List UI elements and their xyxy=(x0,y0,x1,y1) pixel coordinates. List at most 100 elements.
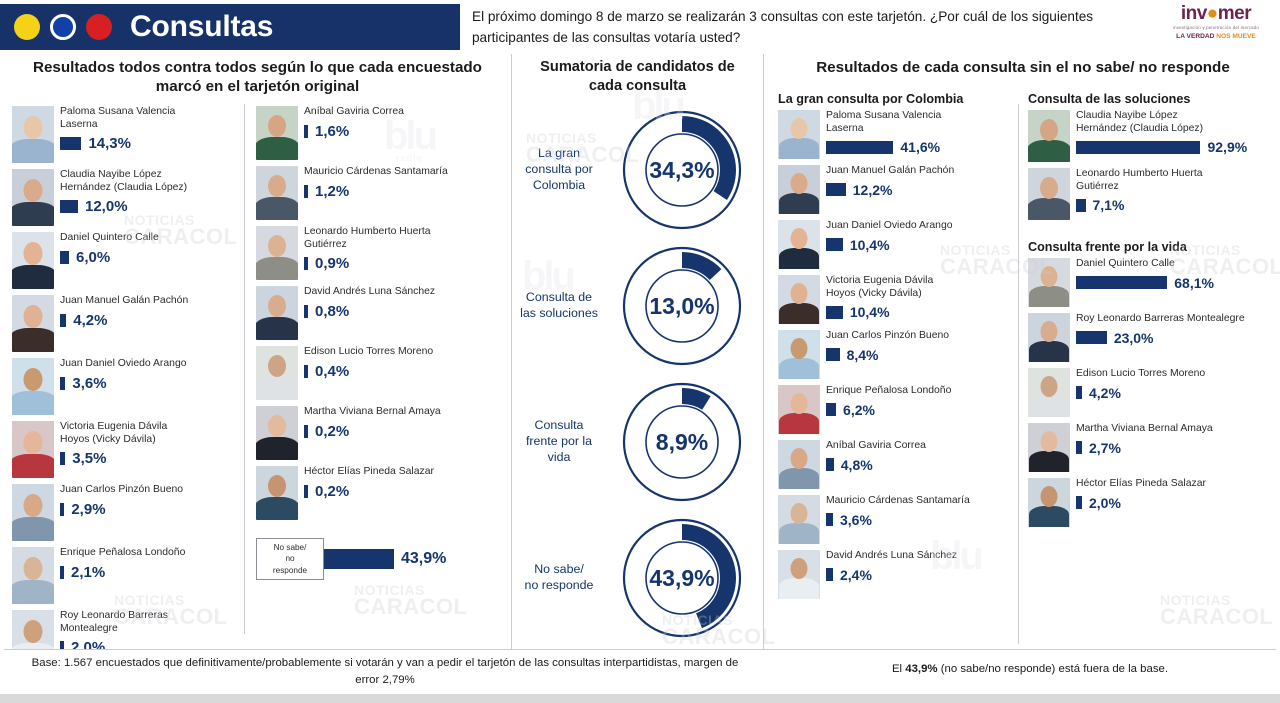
candidate-row: Juan Manuel Galán Pachón 4,2% xyxy=(12,295,240,358)
donut-chart: 34,3% xyxy=(618,106,746,234)
candidate-percentage: 4,2% xyxy=(1089,384,1121,401)
candidate-info: Aníbal Gaviria Correa 1,6% xyxy=(304,106,504,140)
candidate-photo xyxy=(256,346,298,400)
candidate-bar xyxy=(60,376,66,390)
candidate-bar-row: 4,8% xyxy=(826,457,1010,473)
candidate-percentage: 1,6% xyxy=(315,122,350,140)
candidate-name: Mauricio Cárdenas Santamaría xyxy=(826,495,970,506)
candidate-bar-row: 12,2% xyxy=(826,182,1010,198)
candidate-info: Enrique Peñalosa Londoño 2,1% xyxy=(60,547,240,581)
candidate-photo xyxy=(12,421,54,478)
candidate-bar xyxy=(1076,441,1082,455)
candidate-row: Victoria Eugenia Dávila Hoyos (Vicky Dáv… xyxy=(778,275,1010,330)
donut-svg xyxy=(622,110,742,230)
panel-center-title: Sumatoria de candidatos de cada consulta xyxy=(540,59,735,94)
candidate-photo xyxy=(256,106,298,160)
donut-label: Consulta de las soluciones xyxy=(520,290,598,320)
candidate-bar xyxy=(1076,386,1082,400)
candidate-bar-row: 4,2% xyxy=(60,312,240,329)
candidate-row: David Andrés Luna Sánchez 0,8% xyxy=(256,286,504,346)
candidate-bar xyxy=(826,568,833,582)
candidate-bar xyxy=(826,348,840,362)
candidate-name: David Andrés Luna Sánchez xyxy=(304,286,436,297)
candidate-row: Victoria Eugenia Dávila Hoyos (Vicky Dáv… xyxy=(12,421,240,484)
candidate-bar-row: 2,9% xyxy=(60,501,240,518)
candidate-info: Héctor Elías Pineda Salazar 0,2% xyxy=(304,466,504,500)
candidate-bar xyxy=(60,250,69,264)
candidate-bar-row: 2,1% xyxy=(60,564,240,581)
watermark-noticias-text-3: NOTICIAS xyxy=(354,582,425,598)
donut-chart: 13,0% xyxy=(618,242,746,370)
candidate-name: Paloma Susana Valencia Laserna xyxy=(826,110,942,134)
page-header: Consultas El próximo domingo 8 de marzo … xyxy=(0,0,1280,54)
logo-tagline: LA VERDAD NOS MUEVE xyxy=(1160,33,1272,40)
candidate-info: Juan Carlos Pinzón Bueno 8,4% xyxy=(826,330,1010,363)
candidate-info: Martha Viviana Bernal Amaya 0,2% xyxy=(304,406,504,440)
candidate-photo xyxy=(12,358,54,415)
panel-all-vs-all: Resultados todos contra todos según lo q… xyxy=(4,54,512,667)
candidate-name: Victoria Eugenia Dávila Hoyos (Vicky Dáv… xyxy=(60,421,168,445)
candidate-bar xyxy=(60,137,82,151)
candidate-info: David Andrés Luna Sánchez 2,4% xyxy=(826,550,1010,583)
candidate-photo xyxy=(12,106,54,163)
candidate-percentage: 2,4% xyxy=(840,566,872,583)
candidate-info: Victoria Eugenia Dávila Hoyos (Vicky Dáv… xyxy=(826,275,1010,320)
candidate-bar xyxy=(60,452,66,466)
candidate-bar-row: 2,7% xyxy=(1076,440,1272,456)
candidate-photo xyxy=(1028,258,1070,307)
candidate-photo xyxy=(256,226,298,280)
candidate-bar-row: 41,6% xyxy=(826,139,1010,155)
candidate-bar xyxy=(826,513,833,527)
flag-dot-blue-icon xyxy=(50,14,76,40)
candidate-bar xyxy=(1076,496,1082,510)
candidate-percentage: 2,7% xyxy=(1089,439,1121,456)
candidate-bar-row: 1,6% xyxy=(304,123,504,140)
candidate-photo xyxy=(778,550,820,599)
donut-item: La gran consulta por Colombia 34,3% xyxy=(512,102,764,238)
subtitle-frente-vida: Consulta frente por la vida xyxy=(1028,240,1187,254)
panel-left-title: Resultados todos contra todos según lo q… xyxy=(33,59,482,96)
candidate-bar-row: 12,0% xyxy=(60,198,240,215)
invamer-logo: inv●mer investigación y penetración del … xyxy=(1160,4,1272,48)
candidate-percentage: 0,4% xyxy=(315,362,350,380)
candidate-row: Juan Carlos Pinzón Bueno 2,9% xyxy=(12,484,240,547)
subtitle-gran-consulta: La gran consulta por Colombia xyxy=(778,92,964,106)
candidate-bar xyxy=(60,641,64,655)
candidate-percentage: 1,2% xyxy=(315,182,350,200)
donut-svg xyxy=(622,382,742,502)
candidate-bar xyxy=(826,458,834,472)
candidate-bar xyxy=(826,183,846,197)
candidate-row: Enrique Peñalosa Londoño 6,2% xyxy=(778,385,1010,440)
footer-nsnr-value: 43,9% xyxy=(905,663,938,675)
candidate-name: Daniel Quintero Calle xyxy=(60,232,159,243)
candidate-name: Enrique Peñalosa Londoño xyxy=(60,547,186,558)
candidate-percentage: 10,4% xyxy=(849,236,890,253)
candidate-bar-row: 7,1% xyxy=(1076,197,1272,213)
donut-chart: 43,9% xyxy=(618,514,746,642)
candidate-row: Juan Carlos Pinzón Bueno 8,4% xyxy=(778,330,1010,385)
candidate-photo xyxy=(778,440,820,489)
candidate-name: Leonardo Humberto Huerta Gutiérrez xyxy=(304,226,431,250)
candidate-bar xyxy=(826,238,843,252)
left-column-b: Aníbal Gaviria Correa 1,6% Mauricio Cárden… xyxy=(256,106,504,580)
candidate-info: Victoria Eugenia Dávila Hoyos (Vicky Dáv… xyxy=(60,421,240,467)
candidate-bar-row: 0,9% xyxy=(304,255,504,272)
candidate-percentage: 3,5% xyxy=(72,450,107,468)
footer-nsnr-post: (no sabe/no responde) está fuera de la b… xyxy=(937,663,1169,675)
candidate-bar xyxy=(60,313,67,327)
candidate-percentage: 68,1% xyxy=(1174,274,1214,291)
candidate-name: Juan Manuel Galán Pachón xyxy=(60,295,189,306)
donut-label: La gran consulta por Colombia xyxy=(525,146,593,192)
candidate-info: Daniel Quintero Calle 68,1% xyxy=(1076,258,1272,291)
candidate-bar-row: 0,4% xyxy=(304,363,504,380)
candidate-bar xyxy=(304,184,308,198)
candidate-percentage: 0,9% xyxy=(315,255,350,273)
candidate-bar-row: 2,0% xyxy=(1076,495,1272,511)
candidate-percentage: 2,9% xyxy=(71,500,106,518)
candidate-bar-row: 0,8% xyxy=(304,303,504,320)
right-column-a-rows: Paloma Susana Valencia Laserna 41,6% Juan … xyxy=(778,110,1010,605)
candidate-photo xyxy=(12,295,54,352)
candidate-name: Aníbal Gaviria Correa xyxy=(304,106,404,117)
candidate-info: Daniel Quintero Calle 6,0% xyxy=(60,232,240,266)
